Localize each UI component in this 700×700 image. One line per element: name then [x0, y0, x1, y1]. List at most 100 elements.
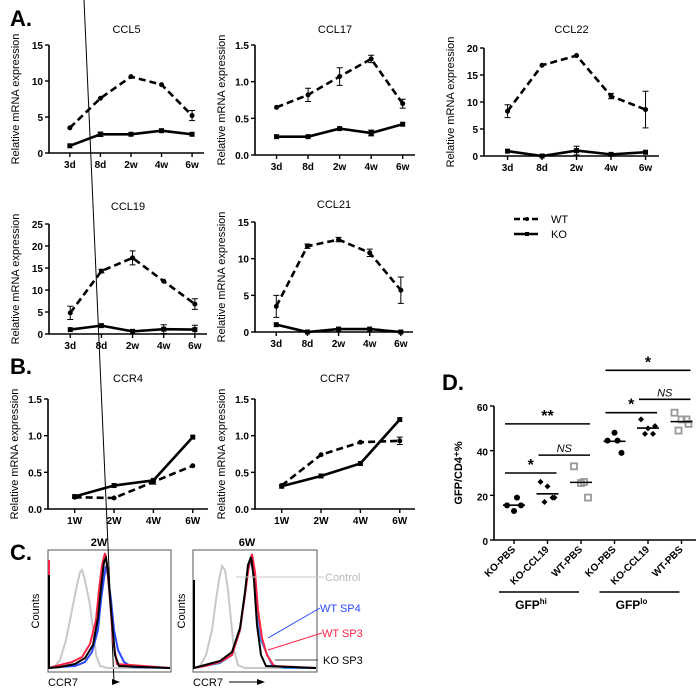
y-tick-label: 25	[32, 220, 44, 231]
y-tick-label: 15	[32, 264, 44, 275]
x-tick-label: 3d	[271, 162, 283, 173]
error-bar	[191, 298, 198, 310]
group-label: GFPhi	[515, 597, 547, 612]
y-tick-label: 0.0	[235, 505, 249, 516]
error-bar	[304, 243, 311, 249]
data-point	[537, 478, 544, 485]
y-axis-label: Relative mRNA expression	[216, 389, 228, 520]
error-bar	[335, 236, 342, 243]
significance-label: **	[541, 408, 554, 425]
y-tick-label: 0	[243, 328, 249, 339]
legend-item-wt: WT	[514, 214, 568, 226]
series-line-wt	[506, 54, 647, 112]
data-point	[570, 462, 578, 471]
y-tick-label: 0	[37, 330, 43, 341]
data-point-ko	[398, 329, 404, 335]
y-tick-label: 5	[37, 113, 43, 124]
error-bar	[396, 436, 403, 445]
data-point-wt	[159, 82, 165, 88]
legend-label-ko: KO	[551, 229, 567, 241]
x-tick-label: 6w	[639, 163, 653, 174]
data-point-ko	[400, 121, 406, 127]
data-point-wt	[274, 104, 280, 110]
error-bar	[504, 104, 511, 119]
y-axis-label: Relative mRNA expression	[9, 389, 21, 520]
y-tick-label: 15	[32, 41, 44, 52]
x-tick-label: 8d	[302, 162, 314, 173]
x-tick-label: 2w	[333, 162, 347, 173]
y-tick-label: 1.5	[28, 395, 42, 406]
y-tick-label: 0	[472, 152, 478, 163]
y-axis-label: Relative mRNA expression	[445, 37, 457, 168]
chart-ccr7: CCR7 Relative mRNA expression 0.0 0.5 1.0 1.5…	[216, 373, 415, 527]
chart-title: CCL17	[318, 24, 352, 36]
x-tick-label: 4w	[604, 163, 618, 174]
y-axis-label: Relative mRNA expression	[216, 35, 228, 166]
x-tick-label: 4w	[157, 341, 171, 352]
y-tick-label: 0.0	[235, 151, 249, 162]
data-point-wt	[357, 439, 363, 445]
data-point	[674, 426, 683, 435]
y-tick-label: 10	[467, 98, 479, 109]
data-point	[670, 408, 679, 417]
histogram-ylabel-2w: Counts	[30, 593, 42, 628]
y-tick-label: 10	[238, 255, 250, 266]
error-bar	[573, 145, 580, 156]
y-tick-label: 60	[477, 403, 489, 414]
y-tick-label: 20	[32, 242, 44, 253]
data-point-ko	[111, 483, 117, 489]
y-tick-label: 1.0	[28, 432, 42, 443]
x-tick-label: 2W	[107, 516, 123, 527]
chart-ccl19: CCL19 Relative mRNA expression 0 5 10 15 20 25 3…	[10, 201, 207, 352]
data-point	[638, 416, 644, 423]
annotation-line-wt-sp3	[267, 632, 323, 651]
error-bar	[368, 129, 375, 137]
panel-label-c: C.	[10, 540, 32, 565]
error-bar	[305, 87, 312, 102]
error-bar	[97, 131, 104, 137]
data-point-ko	[643, 149, 649, 155]
error-bar	[67, 305, 74, 320]
histogram-title-2w: 2W	[91, 537, 108, 549]
data-point-ko	[273, 322, 279, 328]
x-tick-label: WT-PBS	[650, 544, 686, 580]
annotation-label-wt-sp4: WT SP4	[320, 603, 361, 615]
y-tick-label: 0	[482, 537, 488, 548]
data-point-ko	[72, 494, 78, 500]
error-bar	[98, 268, 105, 274]
histogram-2w: 2W Counts CCR7	[30, 0, 172, 689]
data-point-ko	[150, 477, 156, 483]
series-line-wt	[280, 439, 400, 487]
chart-ccl5: CCL5 Relative mRNA expression 0 5 10 15 3d 8d 2w…	[10, 24, 204, 171]
y-tick-label: 1.5	[235, 41, 249, 52]
data-point-ko	[190, 434, 196, 440]
series-line-ko	[281, 418, 401, 488]
legend-item-ko: KO	[514, 229, 567, 241]
y-tick-label: 0.0	[28, 505, 42, 516]
chart-title: CCL5	[112, 24, 140, 36]
legend: WT KO	[514, 214, 568, 241]
x-tick-label: 2W	[314, 516, 330, 527]
histogram-frame-2w	[47, 549, 172, 673]
y-tick-label: 0.5	[235, 114, 249, 125]
y-tick-label: 5	[37, 308, 43, 319]
error-bar	[160, 324, 167, 335]
histogram-curve-control-6w	[193, 563, 316, 669]
x-tick-label: 1W	[274, 516, 290, 527]
axes	[48, 45, 204, 154]
annotation-label-wt-sp3: WT SP3	[322, 628, 363, 640]
data-point-ko	[67, 327, 73, 333]
panel-label-d: D.	[442, 370, 464, 395]
x-tick-label: 3d	[502, 163, 514, 174]
series-line-ko	[74, 436, 194, 498]
y-axis-label: Relative mRNA expression	[10, 214, 22, 345]
error-bar	[366, 248, 373, 257]
significance-label: *	[645, 354, 652, 371]
x-tick-label: 2w	[332, 339, 346, 350]
data-point-ko	[130, 328, 136, 334]
y-axis-label: Relative mRNA expression	[10, 34, 22, 165]
data-point-ko	[67, 143, 73, 149]
data-point-ko	[305, 134, 311, 140]
x-tick-label: 8d	[95, 160, 107, 171]
x-tick-label: 6w	[394, 339, 408, 350]
